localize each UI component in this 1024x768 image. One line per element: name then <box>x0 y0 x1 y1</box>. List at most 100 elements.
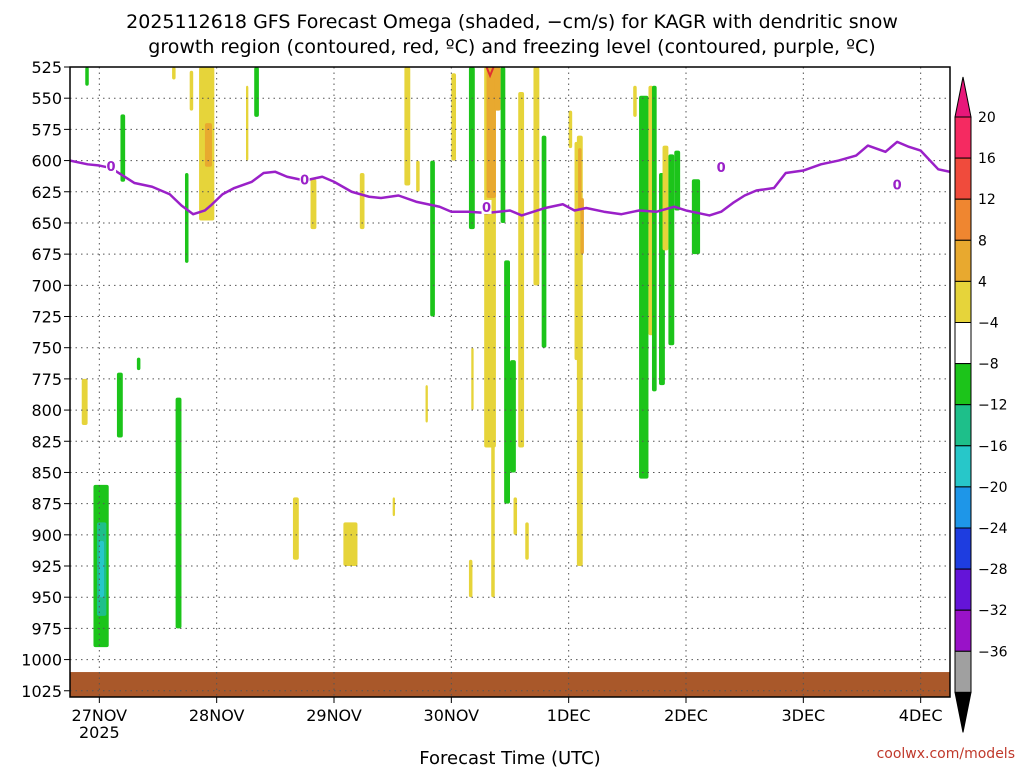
omega-cell <box>343 522 358 567</box>
omega-cell <box>416 160 420 192</box>
omega-cell <box>204 123 212 167</box>
chart-title-line2: growth region (contoured, red, ºC) and f… <box>148 36 875 58</box>
omega-cell <box>404 67 411 186</box>
colorbar: 20 16 12 8 4 −4 −8 −12 −16 −20 −24 −28 −32 −36 <box>954 76 1008 733</box>
x-tick-label: 2DEC <box>664 706 708 725</box>
colorbar-swatch <box>954 116 972 159</box>
omega-cell <box>533 67 540 286</box>
y-tick-label: 850 <box>31 463 62 482</box>
omega-cell <box>120 114 126 182</box>
y-tick-label: 575 <box>31 120 62 139</box>
omega-cell <box>633 85 637 117</box>
colorbar-label: −28 <box>978 562 1008 578</box>
y-tick-label: 675 <box>31 245 62 264</box>
y-tick-label: 775 <box>31 370 62 389</box>
freezing-label-bg <box>299 172 310 187</box>
colorbar-label: −16 <box>978 439 1008 455</box>
omega-cell <box>425 385 428 423</box>
chart-title-line1: 2025112618 GFS Forecast Omega (shaded, −… <box>126 11 898 33</box>
colorbar-swatch <box>954 445 972 488</box>
omega-cell <box>513 497 518 535</box>
y-tick-label: 900 <box>31 526 62 545</box>
y-tick-label: 825 <box>31 432 62 451</box>
omega-cell <box>246 85 249 161</box>
x-axis-label: Forecast Time (UTC) <box>419 748 600 768</box>
y-tick-label: 725 <box>31 308 62 327</box>
freezing-label-bg <box>106 158 117 173</box>
y-tick-label: 925 <box>31 557 62 576</box>
x-tick-label: 30NOV <box>424 706 480 725</box>
y-tick-label: 750 <box>31 339 62 358</box>
dendritic-snow-growth-contour <box>485 67 495 79</box>
y-tick-label: 875 <box>31 495 62 514</box>
dsg-line <box>485 67 495 79</box>
colorbar-label: −20 <box>978 480 1008 496</box>
surface-fill <box>70 672 950 697</box>
omega-cell <box>541 135 547 348</box>
omega-cell <box>674 150 681 211</box>
freezing-label-bg <box>716 160 727 175</box>
y-tick-label: 600 <box>31 152 62 171</box>
omega-cell <box>136 357 141 371</box>
omega-cell <box>184 173 189 263</box>
x-tick-label: 29NOV <box>306 706 362 725</box>
omega-cell <box>639 95 649 479</box>
y-tick-label: 650 <box>31 214 62 233</box>
colorbar-label: 4 <box>978 274 987 290</box>
omega-cell <box>430 160 435 317</box>
colorbar-swatch <box>954 527 972 570</box>
colorbar-swatch <box>954 486 972 529</box>
omega-cell <box>494 67 501 111</box>
colorbar-label: −32 <box>978 603 1008 619</box>
freezing-label-bg <box>892 177 903 192</box>
omega-cell <box>392 497 396 517</box>
y-tick-label: 1000 <box>21 651 62 670</box>
colorbar-swatch <box>954 157 972 200</box>
omega-cell <box>175 397 182 629</box>
colorbar-swatch <box>954 404 972 447</box>
omega-cell <box>189 70 194 111</box>
x-tick-label: 4DEC <box>899 706 943 725</box>
colorbar-bottom-arrow <box>954 691 972 733</box>
y-tick-label: 800 <box>31 401 62 420</box>
omega-cell <box>172 67 176 80</box>
omega-cell <box>486 67 496 198</box>
omega-cell <box>292 497 299 560</box>
y-tick-label: 975 <box>31 619 62 638</box>
colorbar-swatch <box>954 650 972 693</box>
colorbar-swatch <box>954 363 972 406</box>
colorbar-label: 12 <box>978 192 996 208</box>
colorbar-swatch <box>954 322 972 365</box>
freezing-level-label: 0 <box>482 201 491 216</box>
freezing-level-label: 0 <box>893 179 902 194</box>
freezing-level-contour: 0 0 0 0 0 <box>70 140 950 217</box>
x-tick-label: 1DEC <box>547 706 591 725</box>
colorbar-swatch <box>954 239 972 282</box>
freezing-level-label: 0 <box>717 161 726 176</box>
omega-cell <box>1020 129 1024 410</box>
y-tick-label: 625 <box>31 183 62 202</box>
colorbar-label: −4 <box>978 316 999 332</box>
omega-cell <box>568 110 573 149</box>
x-year-label: 2025 <box>79 723 120 742</box>
colorbar-label: −24 <box>978 521 1008 537</box>
colorbar-label: 8 <box>978 233 987 249</box>
y-tick-label: 950 <box>31 588 62 607</box>
omega-cell <box>116 372 123 438</box>
omega-cell <box>85 67 89 86</box>
colorbar-label: −8 <box>978 357 999 373</box>
omega-cell <box>510 360 516 473</box>
y-axis-ticks: 525 550 575 600 625 650 675 700 725 750 775 800 825 8… <box>21 58 70 701</box>
plot-frame <box>69 66 951 698</box>
colorbar-label: −36 <box>978 644 1008 660</box>
colorbar-swatch <box>954 568 972 611</box>
y-tick-label: 525 <box>31 58 62 77</box>
colorbar-label: 16 <box>978 151 996 167</box>
omega-cell <box>500 67 506 223</box>
omega-cell <box>451 73 457 161</box>
omega-cell <box>99 541 105 598</box>
omega-cell <box>504 260 510 504</box>
omega-shading <box>81 67 1024 648</box>
omega-cell <box>525 522 529 560</box>
colorbar-swatch <box>954 280 972 323</box>
